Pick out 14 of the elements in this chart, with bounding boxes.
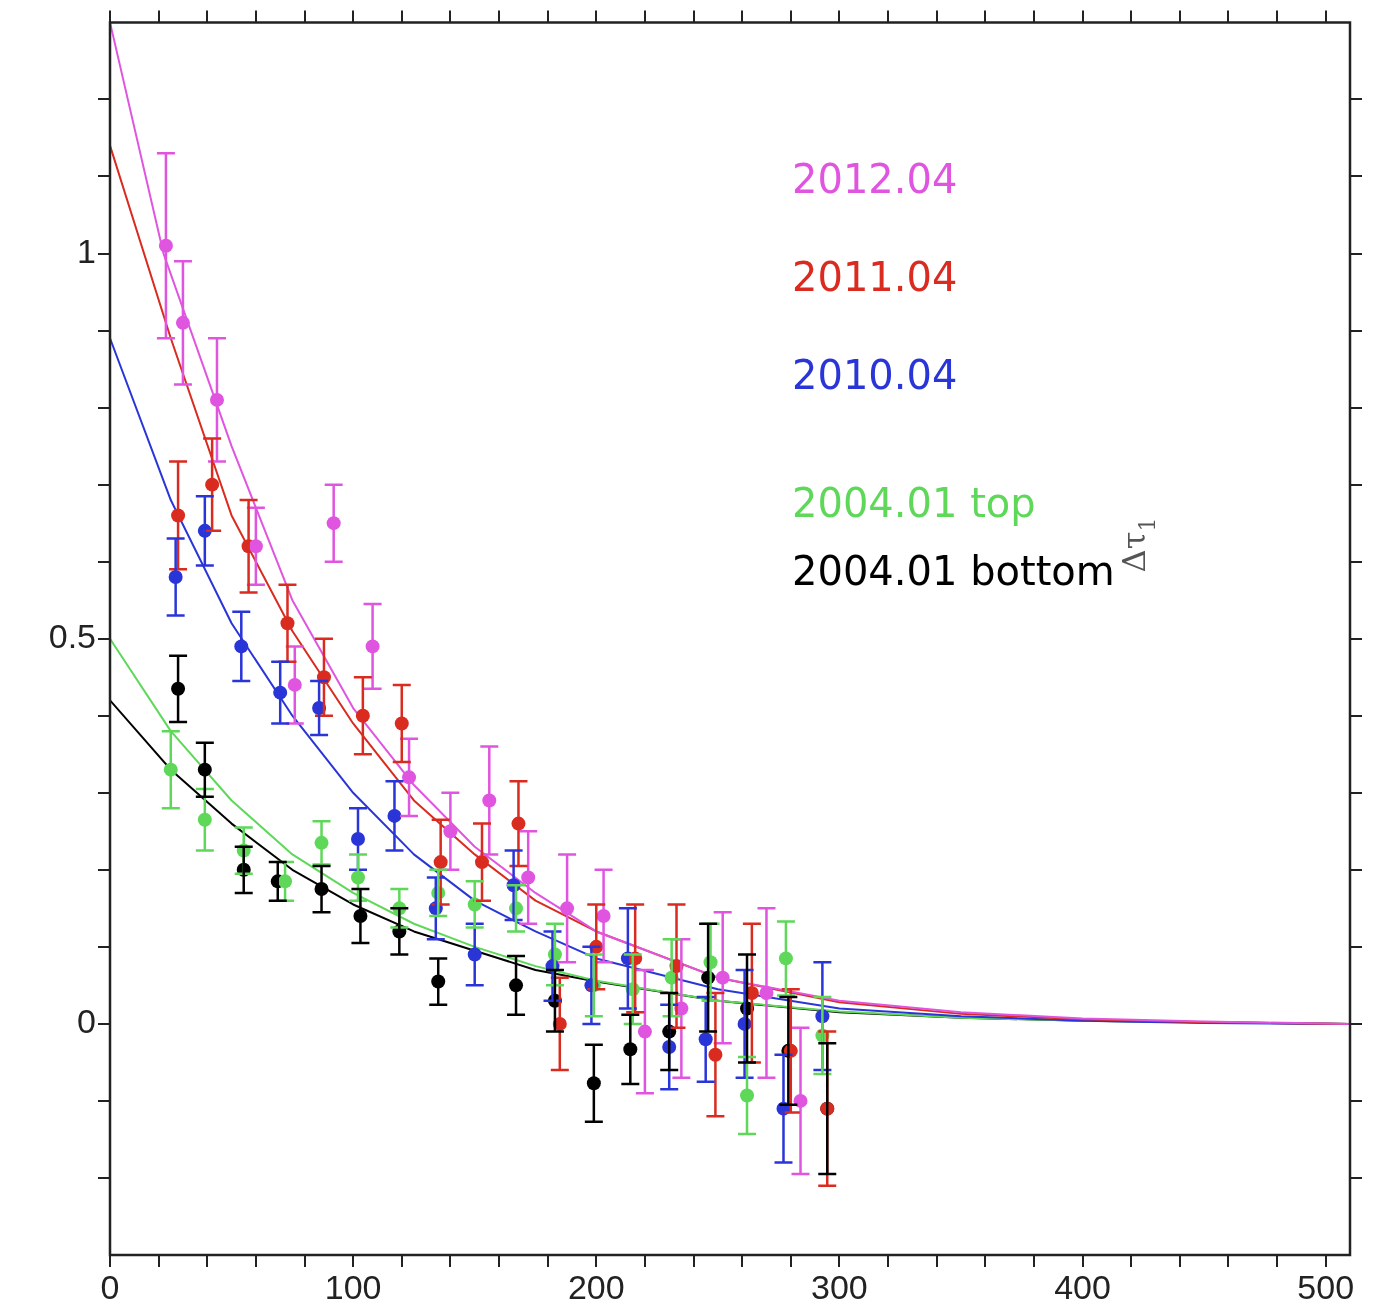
y-tick-label: 1	[77, 231, 96, 270]
text: 2004.01 bottom	[792, 547, 1115, 594]
text: 2011.04	[792, 253, 958, 300]
x-tick-label: 500	[1297, 1267, 1355, 1306]
x-tick-label: 200	[567, 1267, 625, 1306]
y-tick-label: 0.5	[48, 617, 96, 656]
text: 2010.04	[792, 351, 958, 398]
x-tick-label: 300	[811, 1267, 868, 1306]
annotation: Δτ1	[1115, 517, 1160, 573]
y-tick-label: 0	[77, 1002, 96, 1041]
x-tick-label: 100	[324, 1267, 382, 1306]
text: 2012.04	[792, 155, 958, 202]
text: 2004.01 top	[792, 479, 1036, 526]
x-tick-label: 400	[1054, 1267, 1111, 1306]
